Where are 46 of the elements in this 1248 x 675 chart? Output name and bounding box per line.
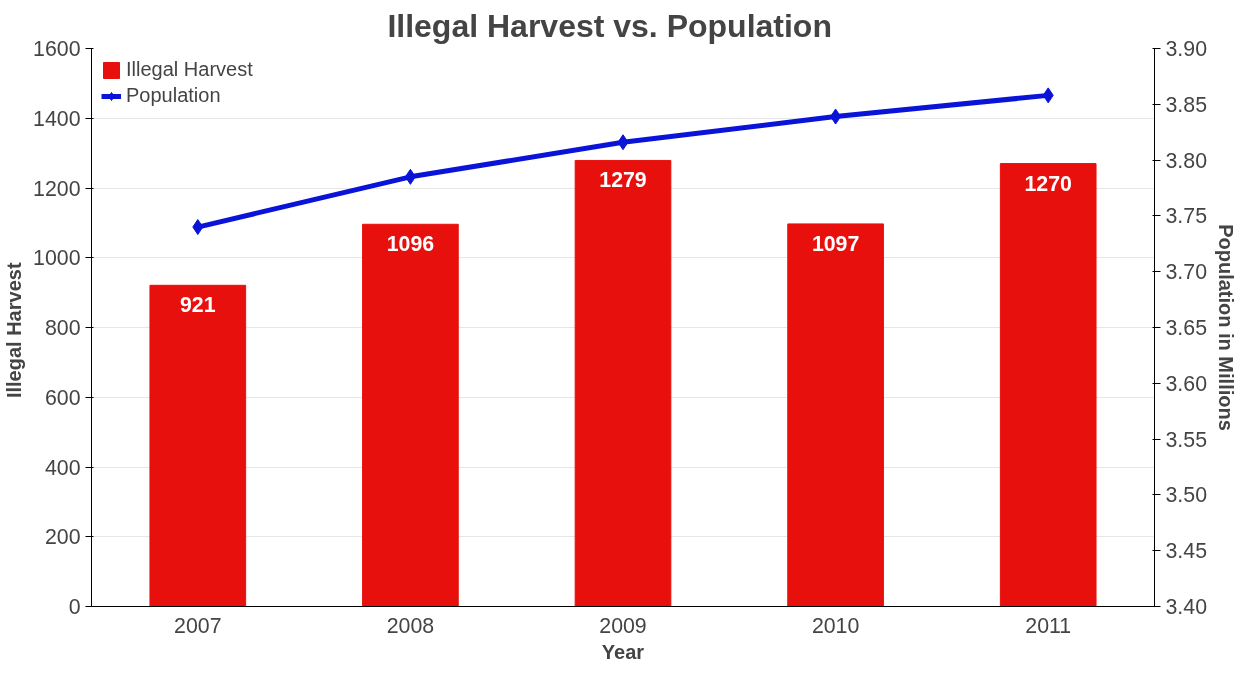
x-tick-label: 2011 — [1025, 613, 1072, 638]
point — [617, 134, 629, 151]
y-tick-label: 0 — [68, 595, 81, 619]
y2-tick-label: 3.70 — [1165, 260, 1208, 285]
x-axis-title: Year — [601, 640, 645, 663]
y-tick-label: 600 — [44, 385, 81, 410]
y2-tick-label: 3.75 — [1165, 204, 1208, 229]
y2-tick-label: 3.80 — [1165, 148, 1208, 173]
y-tick-label: 1000 — [33, 246, 81, 271]
y2-tick-label: 3.55 — [1165, 427, 1208, 452]
y-tick-label: 1600 — [33, 37, 81, 61]
y-tick-label: 400 — [44, 455, 81, 480]
x-tick-label: 2010 — [811, 613, 860, 638]
data-label: 1279 — [599, 168, 647, 193]
y2-tick-label: 3.60 — [1165, 371, 1208, 396]
point — [1042, 87, 1054, 104]
y2-tick-label: 3.45 — [1165, 539, 1208, 564]
y-tick-label: 1200 — [33, 176, 81, 201]
data-label: 1096 — [386, 232, 435, 257]
y-axis-title: Illegal Harvest — [3, 262, 26, 399]
data-label: 1270 — [1024, 171, 1072, 196]
x-tick-label: 2007 — [174, 613, 222, 638]
x-tick-label: 2008 — [386, 613, 435, 638]
y2-tick-label: 3.50 — [1165, 483, 1208, 508]
data-label: 921 — [180, 293, 216, 318]
legend-label: Illegal Harvest — [126, 58, 253, 81]
bar — [149, 284, 247, 607]
data-label: 1097 — [811, 231, 860, 256]
y-tick-label: 1400 — [33, 106, 81, 131]
point — [830, 108, 842, 125]
point — [192, 219, 204, 236]
bar — [362, 223, 459, 607]
bar — [787, 223, 884, 607]
bar — [574, 159, 672, 607]
y-tick-label: 200 — [44, 525, 81, 550]
point — [404, 168, 416, 185]
y2-axis-title: Population in Millions — [1215, 224, 1238, 431]
y2-tick-label: 3.40 — [1165, 595, 1208, 619]
y2-tick-label: 3.65 — [1165, 316, 1208, 340]
x-tick-label: 2009 — [599, 613, 647, 638]
bar — [999, 163, 1097, 607]
legend-label: Population — [126, 84, 221, 107]
y2-tick-label: 3.90 — [1165, 37, 1208, 61]
y2-tick-label: 3.85 — [1165, 92, 1208, 117]
y-tick-label: 800 — [44, 316, 81, 340]
chart-title: Illegal Harvest vs. Population — [387, 7, 832, 44]
